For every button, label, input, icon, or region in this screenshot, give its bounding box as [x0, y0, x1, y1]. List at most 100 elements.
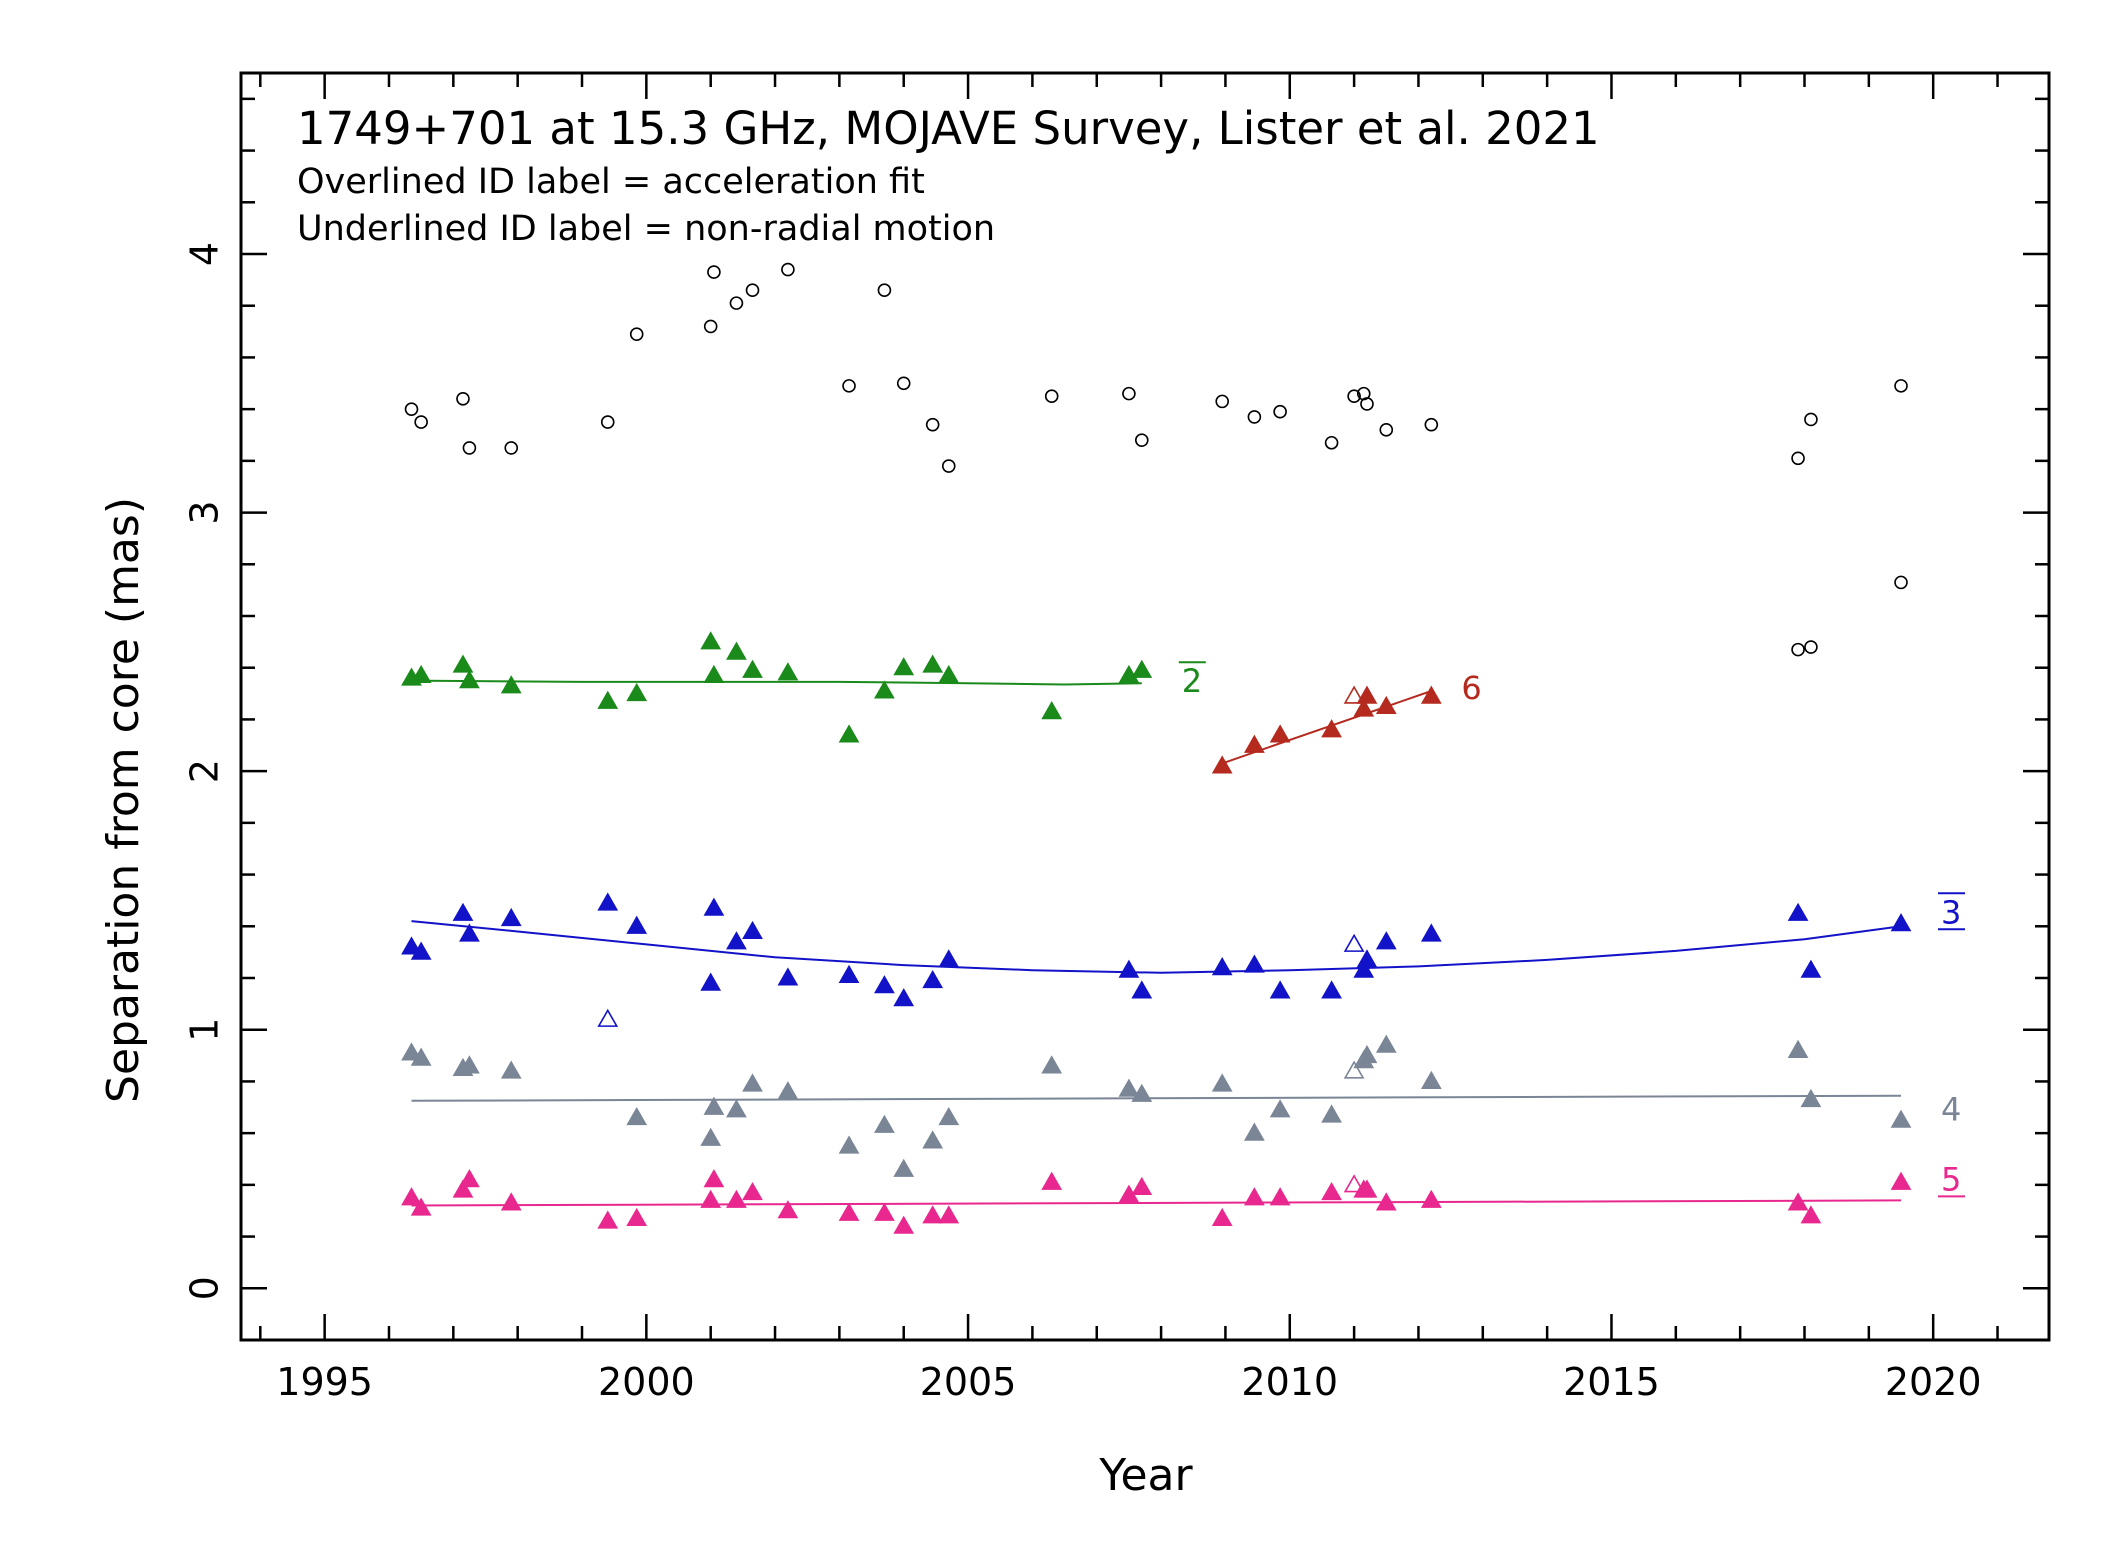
- component-5-point: [1131, 1176, 1153, 1195]
- component-2-point: [459, 670, 480, 689]
- x-tick-label: 2000: [598, 1360, 695, 1404]
- component-2-point: [742, 659, 763, 678]
- unassigned-point: [1804, 640, 1818, 654]
- component-5-point: [874, 1202, 895, 1221]
- unassigned-point: [1324, 435, 1339, 450]
- unassigned-point: [629, 327, 644, 341]
- component-5-point: [922, 1205, 944, 1224]
- component-3-point: [874, 975, 895, 994]
- unassigned-point: [1379, 423, 1394, 437]
- unassigned-point: [504, 441, 519, 455]
- component-4-point: [459, 1055, 480, 1074]
- unassigned-point: [1273, 404, 1287, 419]
- component-5-point: [1800, 1205, 1822, 1224]
- component-2-point: [597, 690, 619, 709]
- component-2-fit-line: [411, 679, 1142, 686]
- component-5-point: [401, 1187, 422, 1206]
- unassigned-point: [1791, 642, 1805, 657]
- component-2-point: [626, 682, 648, 702]
- component-3-point: [401, 936, 422, 955]
- component-5-label: 5: [1941, 1160, 1961, 1198]
- component-4-point: [838, 1135, 860, 1154]
- component-2-point: [922, 654, 944, 673]
- component-4-point: [938, 1107, 960, 1126]
- component-4-point: [1375, 1034, 1397, 1053]
- component-4-point: [1420, 1070, 1442, 1089]
- unassigned-point: [1804, 412, 1818, 427]
- plot-frame: [239, 71, 2051, 1342]
- component-4-point: [410, 1047, 432, 1066]
- component-4-point: [1787, 1039, 1809, 1058]
- unassigned-point: [925, 417, 940, 432]
- unassigned-point: [941, 459, 956, 473]
- unassigned-point: [1134, 433, 1149, 447]
- component-3-point: [459, 923, 480, 942]
- component-2-point: [726, 641, 747, 660]
- component-6-point: [1375, 695, 1397, 715]
- component-5-point: [703, 1169, 725, 1188]
- component-5-point: [459, 1169, 480, 1188]
- x-tick-label: 2010: [1241, 1360, 1338, 1404]
- component-5-point: [410, 1197, 432, 1216]
- component-3-point: [1211, 957, 1233, 976]
- component-5-point: [726, 1189, 747, 1208]
- component-5-point: [1787, 1192, 1809, 1211]
- component-5-point: [777, 1200, 799, 1219]
- component-4-point: [1244, 1122, 1265, 1141]
- component-2-point: [838, 724, 860, 743]
- component-3-point: [1321, 980, 1342, 999]
- component-4-point: [500, 1060, 522, 1079]
- component-3-point: [938, 949, 960, 968]
- unassigned-point: [1247, 410, 1262, 424]
- component-4-point: [1269, 1099, 1291, 1118]
- component-4-point: [726, 1099, 747, 1118]
- unassigned-point: [842, 379, 856, 393]
- unassigned-point: [1894, 379, 1908, 393]
- component-2-point: [500, 675, 522, 694]
- component-4-point: [893, 1158, 915, 1177]
- unassigned-point: [707, 265, 721, 279]
- component-6-point: [1353, 698, 1375, 717]
- unassigned-point: [456, 391, 470, 406]
- component-5-point: [1269, 1187, 1291, 1206]
- component-2-point: [893, 657, 915, 676]
- component-5-point: [1244, 1187, 1265, 1206]
- component-3-point: [1800, 959, 1822, 978]
- x-axis-label: Year: [1098, 1450, 1193, 1501]
- component-6-point: [1420, 685, 1442, 704]
- component-3-fit-line: [411, 920, 1902, 974]
- component-4-point: [1041, 1055, 1063, 1074]
- component-4-point: [922, 1130, 944, 1149]
- component-6-point: [1211, 755, 1233, 774]
- component-5-point: [1890, 1171, 1912, 1190]
- component-4-point: [1131, 1083, 1153, 1102]
- component-5-fit-line: [411, 1199, 1902, 1207]
- unassigned-point: [1122, 386, 1136, 401]
- component-3-point: [1353, 959, 1375, 978]
- component-3-point: [1890, 913, 1912, 932]
- component-5-point: [500, 1192, 522, 1211]
- component-3-point: [1420, 923, 1442, 942]
- component-2-point: [777, 662, 799, 681]
- component-6-point: [1321, 719, 1342, 738]
- component-3-point: [1356, 949, 1378, 968]
- component-3-point: [1375, 931, 1397, 950]
- component-4-point: [1890, 1109, 1912, 1128]
- y-tick-label: 1: [182, 1018, 226, 1042]
- unassigned-point: [462, 441, 477, 455]
- component-5-point: [938, 1205, 960, 1224]
- axes-layer: 1995 2000 2005 2010 2015 2020 0 1 2 3 4: [182, 71, 2051, 1404]
- component-4-point: [626, 1107, 648, 1126]
- component-3-open-point: [597, 1008, 619, 1027]
- component-2-point: [938, 664, 960, 684]
- component-5-point: [893, 1215, 915, 1234]
- component-4-point: [401, 1042, 422, 1061]
- component-3-point: [922, 969, 944, 989]
- component-5-point: [452, 1179, 474, 1198]
- annotation-overline-note: Overlined ID label = acceleration fit: [297, 162, 925, 202]
- series-labels-layer: 2 6 3 4 5: [1178, 661, 1966, 1198]
- component-2-point: [874, 680, 895, 699]
- component-4-point: [1321, 1104, 1342, 1123]
- y-tick-label: 4: [182, 242, 226, 266]
